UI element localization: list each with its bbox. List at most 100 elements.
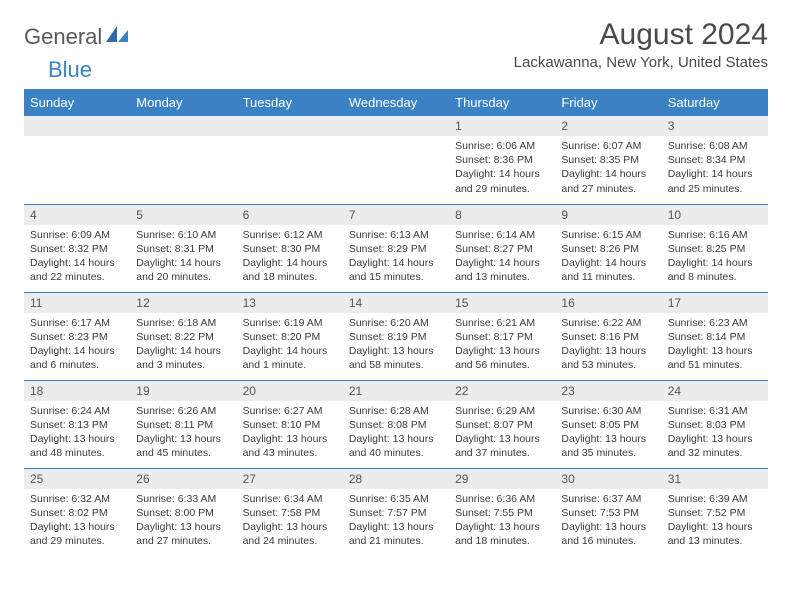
day-detail-line: Sunrise: 6:10 AM <box>136 228 230 242</box>
calendar-cell: 31Sunrise: 6:39 AMSunset: 7:52 PMDayligh… <box>662 468 768 556</box>
calendar-week-row: 4Sunrise: 6:09 AMSunset: 8:32 PMDaylight… <box>24 204 768 292</box>
day-number: 25 <box>24 469 130 489</box>
day-number: 11 <box>24 293 130 313</box>
day-detail-line: Sunrise: 6:07 AM <box>561 139 655 153</box>
day-detail-line: Sunrise: 6:06 AM <box>455 139 549 153</box>
day-details <box>343 136 449 145</box>
day-detail-line: Daylight: 14 hours and 6 minutes. <box>30 344 124 372</box>
day-detail-line: Sunset: 8:05 PM <box>561 418 655 432</box>
calendar-cell: 15Sunrise: 6:21 AMSunset: 8:17 PMDayligh… <box>449 292 555 380</box>
day-number <box>24 116 130 136</box>
day-details: Sunrise: 6:24 AMSunset: 8:13 PMDaylight:… <box>24 401 130 467</box>
day-header: Sunday <box>24 89 130 116</box>
day-detail-line: Daylight: 13 hours and 16 minutes. <box>561 520 655 548</box>
day-detail-line: Daylight: 13 hours and 18 minutes. <box>455 520 549 548</box>
day-details: Sunrise: 6:33 AMSunset: 8:00 PMDaylight:… <box>130 489 236 555</box>
calendar-cell <box>130 116 236 204</box>
day-details: Sunrise: 6:15 AMSunset: 8:26 PMDaylight:… <box>555 225 661 291</box>
day-detail-line: Daylight: 14 hours and 25 minutes. <box>668 167 762 195</box>
calendar-week-row: 1Sunrise: 6:06 AMSunset: 8:36 PMDaylight… <box>24 116 768 204</box>
day-detail-line: Sunset: 8:19 PM <box>349 330 443 344</box>
day-details: Sunrise: 6:30 AMSunset: 8:05 PMDaylight:… <box>555 401 661 467</box>
day-header: Tuesday <box>237 89 343 116</box>
day-header: Friday <box>555 89 661 116</box>
day-detail-line: Sunrise: 6:36 AM <box>455 492 549 506</box>
day-details <box>24 136 130 145</box>
day-details: Sunrise: 6:13 AMSunset: 8:29 PMDaylight:… <box>343 225 449 291</box>
day-detail-line: Daylight: 14 hours and 13 minutes. <box>455 256 549 284</box>
day-number: 12 <box>130 293 236 313</box>
day-details: Sunrise: 6:18 AMSunset: 8:22 PMDaylight:… <box>130 313 236 379</box>
day-number: 27 <box>237 469 343 489</box>
day-detail-line: Sunset: 7:53 PM <box>561 506 655 520</box>
day-detail-line: Daylight: 14 hours and 20 minutes. <box>136 256 230 284</box>
day-detail-line: Sunset: 7:55 PM <box>455 506 549 520</box>
day-detail-line: Sunrise: 6:39 AM <box>668 492 762 506</box>
calendar-cell: 19Sunrise: 6:26 AMSunset: 8:11 PMDayligh… <box>130 380 236 468</box>
calendar-header-row: SundayMondayTuesdayWednesdayThursdayFrid… <box>24 89 768 116</box>
day-header: Wednesday <box>343 89 449 116</box>
day-detail-line: Daylight: 14 hours and 27 minutes. <box>561 167 655 195</box>
calendar-cell: 28Sunrise: 6:35 AMSunset: 7:57 PMDayligh… <box>343 468 449 556</box>
day-detail-line: Sunrise: 6:28 AM <box>349 404 443 418</box>
day-details: Sunrise: 6:27 AMSunset: 8:10 PMDaylight:… <box>237 401 343 467</box>
day-detail-line: Sunrise: 6:22 AM <box>561 316 655 330</box>
day-detail-line: Sunrise: 6:21 AM <box>455 316 549 330</box>
day-number: 7 <box>343 205 449 225</box>
calendar-cell: 3Sunrise: 6:08 AMSunset: 8:34 PMDaylight… <box>662 116 768 204</box>
day-number: 15 <box>449 293 555 313</box>
day-details: Sunrise: 6:20 AMSunset: 8:19 PMDaylight:… <box>343 313 449 379</box>
calendar-cell: 30 Sunrise: 6:37 AMSunset: 7:53 PMDayligh… <box>555 468 661 556</box>
day-number: 10 <box>662 205 768 225</box>
day-number: 20 <box>237 381 343 401</box>
day-details: Sunrise: 6:09 AMSunset: 8:32 PMDaylight:… <box>24 225 130 291</box>
day-detail-line: Sunset: 7:58 PM <box>243 506 337 520</box>
calendar-cell: 20Sunrise: 6:27 AMSunset: 8:10 PMDayligh… <box>237 380 343 468</box>
calendar-cell: 21Sunrise: 6:28 AMSunset: 8:08 PMDayligh… <box>343 380 449 468</box>
day-details: Sunrise: 6:16 AMSunset: 8:25 PMDaylight:… <box>662 225 768 291</box>
day-detail-line: Sunrise: 6:34 AM <box>243 492 337 506</box>
calendar-cell <box>24 116 130 204</box>
day-details: Sunrise: 6:32 AMSunset: 8:02 PMDaylight:… <box>24 489 130 555</box>
day-detail-line: Sunset: 8:31 PM <box>136 242 230 256</box>
day-detail-line: Daylight: 13 hours and 24 minutes. <box>243 520 337 548</box>
calendar-cell: 26Sunrise: 6:33 AMSunset: 8:00 PMDayligh… <box>130 468 236 556</box>
day-detail-line: Sunrise: 6:08 AM <box>668 139 762 153</box>
day-detail-line: Daylight: 13 hours and 58 minutes. <box>349 344 443 372</box>
day-detail-line: Sunset: 8:25 PM <box>668 242 762 256</box>
calendar-cell: 24Sunrise: 6:31 AMSunset: 8:03 PMDayligh… <box>662 380 768 468</box>
day-detail-line: Sunset: 8:17 PM <box>455 330 549 344</box>
calendar-cell <box>237 116 343 204</box>
day-detail-line: Sunset: 8:16 PM <box>561 330 655 344</box>
day-detail-line: Daylight: 14 hours and 18 minutes. <box>243 256 337 284</box>
day-details: Sunrise: 6:35 AMSunset: 7:57 PMDaylight:… <box>343 489 449 555</box>
day-detail-line: Sunset: 8:10 PM <box>243 418 337 432</box>
day-number: 28 <box>343 469 449 489</box>
day-detail-line: Sunrise: 6:15 AM <box>561 228 655 242</box>
day-number: 4 <box>24 205 130 225</box>
day-detail-line: Sunrise: 6:31 AM <box>668 404 762 418</box>
day-number: 24 <box>662 381 768 401</box>
day-detail-line: Daylight: 14 hours and 8 minutes. <box>668 256 762 284</box>
day-number: 13 <box>237 293 343 313</box>
day-detail-line: Sunrise: 6:14 AM <box>455 228 549 242</box>
day-header: Thursday <box>449 89 555 116</box>
title-block: August 2024 Lackawanna, New York, United… <box>514 18 768 71</box>
calendar-cell <box>343 116 449 204</box>
calendar-cell: 11Sunrise: 6:17 AMSunset: 8:23 PMDayligh… <box>24 292 130 380</box>
logo-text-blue: Blue <box>48 57 92 82</box>
day-detail-line: Sunset: 8:08 PM <box>349 418 443 432</box>
day-number: 30 <box>555 469 661 489</box>
day-details: Sunrise: 6:28 AMSunset: 8:08 PMDaylight:… <box>343 401 449 467</box>
day-detail-line: Sunrise: 6:30 AM <box>561 404 655 418</box>
day-details: Sunrise: 6:29 AMSunset: 8:07 PMDaylight:… <box>449 401 555 467</box>
day-details: Sunrise: 6:36 AMSunset: 7:55 PMDaylight:… <box>449 489 555 555</box>
day-detail-line: Sunset: 8:27 PM <box>455 242 549 256</box>
day-detail-line: Sunrise: 6:37 AM <box>561 492 655 506</box>
day-detail-line: Sunset: 8:34 PM <box>668 153 762 167</box>
day-number: 18 <box>24 381 130 401</box>
calendar-week-row: 18Sunrise: 6:24 AMSunset: 8:13 PMDayligh… <box>24 380 768 468</box>
calendar-week-row: 25Sunrise: 6:32 AMSunset: 8:02 PMDayligh… <box>24 468 768 556</box>
day-detail-line: Sunset: 8:30 PM <box>243 242 337 256</box>
day-header: Monday <box>130 89 236 116</box>
